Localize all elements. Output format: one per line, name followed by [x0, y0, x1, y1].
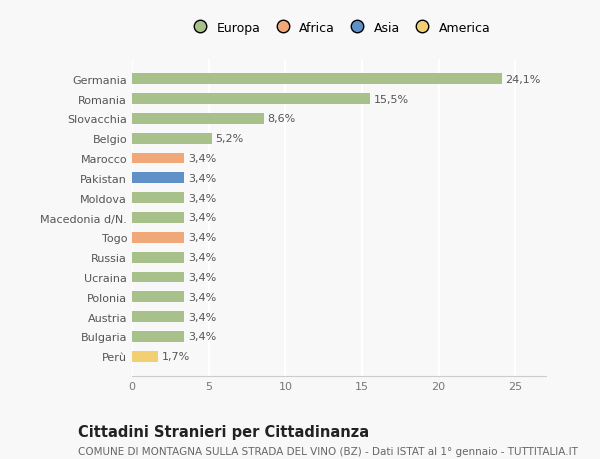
Text: 5,2%: 5,2%: [215, 134, 244, 144]
Text: 8,6%: 8,6%: [268, 114, 296, 124]
Bar: [132, 74, 502, 85]
Text: 3,4%: 3,4%: [188, 292, 216, 302]
Bar: [132, 134, 212, 144]
Text: 15,5%: 15,5%: [373, 94, 409, 104]
Text: 24,1%: 24,1%: [505, 74, 541, 84]
Bar: [132, 312, 184, 322]
Bar: [132, 272, 184, 283]
Bar: [132, 114, 264, 124]
Text: 1,7%: 1,7%: [162, 352, 190, 362]
Text: 3,4%: 3,4%: [188, 272, 216, 282]
Text: 3,4%: 3,4%: [188, 193, 216, 203]
Bar: [132, 173, 184, 184]
Bar: [132, 331, 184, 342]
Text: 3,4%: 3,4%: [188, 332, 216, 342]
Bar: [132, 232, 184, 243]
Bar: [132, 292, 184, 302]
Text: 3,4%: 3,4%: [188, 312, 216, 322]
Bar: [132, 153, 184, 164]
Bar: [132, 252, 184, 263]
Text: Cittadini Stranieri per Cittadinanza: Cittadini Stranieri per Cittadinanza: [78, 425, 369, 440]
Bar: [132, 351, 158, 362]
Bar: [132, 213, 184, 224]
Bar: [132, 94, 370, 105]
Legend: Europa, Africa, Asia, America: Europa, Africa, Asia, America: [188, 22, 490, 34]
Text: 3,4%: 3,4%: [188, 252, 216, 263]
Text: 3,4%: 3,4%: [188, 174, 216, 184]
Bar: [132, 193, 184, 204]
Text: 3,4%: 3,4%: [188, 233, 216, 243]
Text: 3,4%: 3,4%: [188, 154, 216, 164]
Text: 3,4%: 3,4%: [188, 213, 216, 223]
Text: COMUNE DI MONTAGNA SULLA STRADA DEL VINO (BZ) - Dati ISTAT al 1° gennaio - TUTTI: COMUNE DI MONTAGNA SULLA STRADA DEL VINO…: [78, 446, 578, 456]
